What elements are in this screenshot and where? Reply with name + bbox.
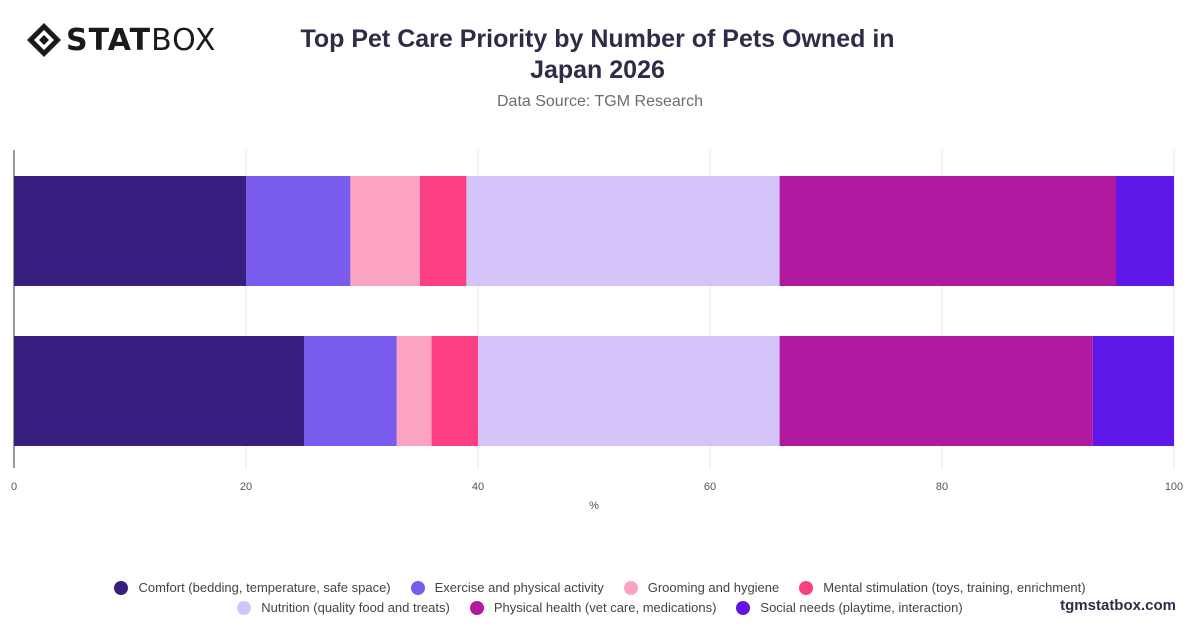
legend-item[interactable]: Grooming and hygiene — [623, 580, 780, 595]
legend-marker — [799, 580, 814, 595]
bar-segment — [779, 176, 1116, 286]
legend-marker — [237, 600, 252, 615]
bar-segment — [466, 176, 780, 286]
diamond-logo-icon — [27, 23, 61, 57]
legend-marker — [736, 600, 751, 615]
bar-segment — [246, 176, 351, 286]
legend-item[interactable]: Nutrition (quality food and treats) — [237, 600, 450, 615]
bar-segment — [1116, 176, 1174, 286]
legend-marker — [114, 580, 129, 595]
bar-segment — [431, 336, 478, 446]
legend-label: Comfort (bedding, temperature, safe spac… — [138, 580, 391, 595]
legend-label: Grooming and hygiene — [647, 580, 780, 595]
bar-segment — [350, 176, 420, 286]
stacked-bar-chart: 0 20 40 60 80 100% — [11, 150, 1183, 512]
brand-footer: tgmstatbox.com — [1060, 597, 1176, 614]
logo-text-bold: STAT — [66, 22, 152, 58]
legend-label: Nutrition (quality food and treats) — [261, 600, 450, 615]
bar-segment — [1092, 336, 1174, 446]
bar-segment — [779, 336, 1093, 446]
bar-segment — [478, 336, 780, 446]
legend-label: Physical health (vet care, medications) — [493, 600, 717, 615]
x-tick-label: 80 — [936, 481, 948, 493]
legend-marker — [623, 580, 638, 595]
bar-segment — [14, 336, 304, 446]
x-tick-label: 60 — [704, 481, 716, 493]
chart-subtitle: Data Source: TGM Research — [496, 93, 703, 110]
legend-item[interactable]: Mental stimulation (toys, training, enri… — [799, 580, 1086, 595]
legend-marker — [410, 580, 425, 595]
bar-segment — [14, 176, 246, 286]
x-tick-label: 0 — [11, 481, 17, 493]
legend-label: Social needs (playtime, interaction) — [760, 600, 963, 615]
legend-item[interactable]: Social needs (playtime, interaction) — [736, 600, 963, 615]
legend-item[interactable]: Physical health (vet care, medications) — [469, 600, 717, 615]
legend-item[interactable]: Exercise and physical activity — [410, 580, 604, 595]
bar-segment — [420, 176, 467, 286]
legend-label: Mental stimulation (toys, training, enri… — [823, 580, 1086, 595]
x-tick-label: 100 — [1165, 481, 1183, 493]
statbox-logo: STAT BOX — [26, 22, 216, 58]
chart-legend: Comfort (bedding, temperature, safe spac… — [100, 580, 1100, 615]
x-tick-label: 40 — [472, 481, 484, 493]
x-axis-title: % — [589, 500, 599, 512]
x-tick-label: 20 — [240, 481, 252, 493]
legend-marker — [469, 600, 484, 615]
bar-segment — [304, 336, 397, 446]
legend-item[interactable]: Comfort (bedding, temperature, safe spac… — [114, 580, 391, 595]
legend-label: Exercise and physical activity — [434, 580, 604, 595]
chart-title: Top Pet Care Priority by Number of Pets … — [300, 25, 895, 84]
logo-text-light: BOX — [151, 22, 217, 58]
bar-segment — [396, 336, 432, 446]
